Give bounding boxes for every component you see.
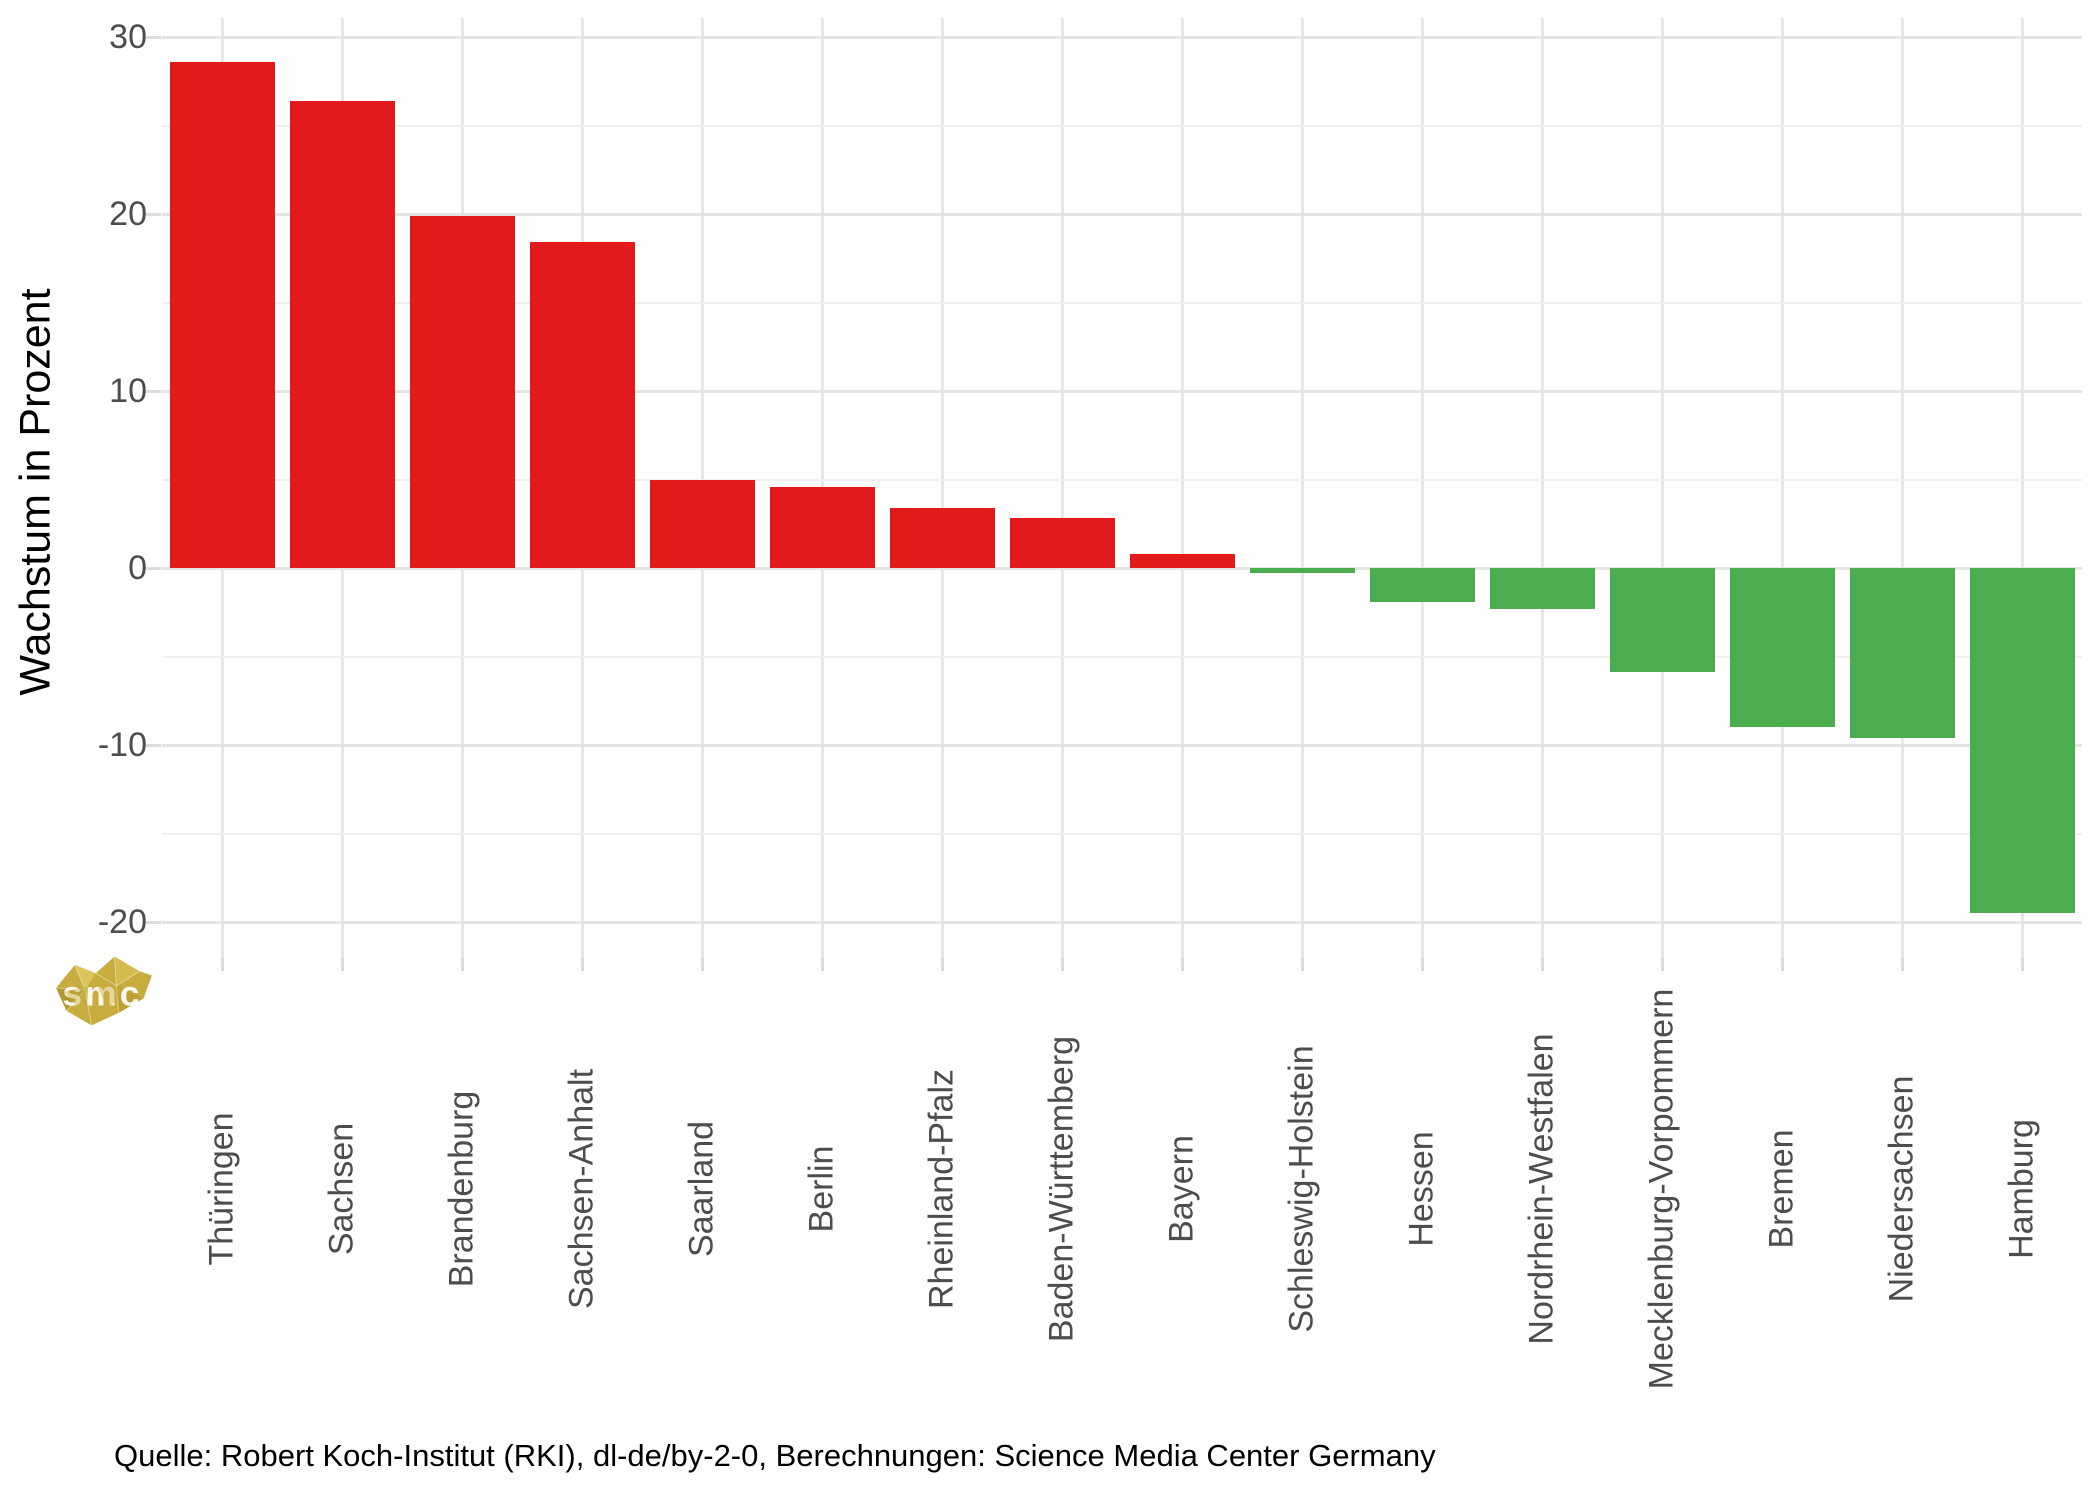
y-axis-tick-mark — [146, 566, 161, 570]
x-axis-tick-mark — [340, 958, 344, 971]
x-axis-tick-label: Thüringen — [202, 1112, 241, 1266]
category-gridline — [1540, 18, 1544, 958]
bar-nordrhein-westfalen — [1489, 568, 1595, 609]
category-gridline — [940, 18, 944, 958]
x-axis-tick-mark — [940, 958, 944, 971]
category-gridline — [1060, 18, 1064, 958]
major-gridline — [162, 389, 2082, 393]
x-axis-tick-label: Sachsen — [322, 1122, 361, 1256]
y-axis-tick-label: 20 — [109, 195, 147, 233]
x-axis-tick-mark — [2020, 958, 2024, 971]
x-axis-tick-mark — [580, 958, 584, 971]
y-axis-title: Wachstum in Prozent — [11, 288, 60, 696]
category-gridline — [1300, 18, 1304, 958]
x-axis-tick-label: Hessen — [1402, 1131, 1441, 1247]
source-caption: Quelle: Robert Koch-Institut (RKI), dl-d… — [114, 1438, 1436, 1473]
x-axis-tick-mark — [1900, 958, 1904, 971]
y-axis-tick-label: 0 — [128, 549, 147, 587]
x-axis-tick-label: Rheinland-Pfalz — [922, 1068, 961, 1310]
y-axis-tick-mark — [146, 212, 161, 216]
category-gridline — [1900, 18, 1904, 958]
x-axis-tick-mark — [1300, 958, 1304, 971]
x-axis-tick-mark — [1660, 958, 1664, 971]
x-axis-tick-label: Mecklenburg-Vorpommern — [1642, 988, 1681, 1390]
minor-gridline — [162, 832, 2082, 835]
category-gridline — [1660, 18, 1664, 958]
smc-watermark-text: smc — [62, 974, 139, 1014]
x-axis-tick-label: Niedersachsen — [1882, 1075, 1921, 1303]
y-axis-tick-mark — [146, 743, 161, 747]
bar-saarland — [649, 479, 755, 568]
category-gridline — [1420, 18, 1424, 958]
y-axis-tick-mark — [146, 389, 161, 393]
y-axis-tick-label: -10 — [97, 726, 147, 764]
bar-rheinland-pfalz — [889, 507, 995, 568]
x-axis-tick-label: Baden-Württemberg — [1042, 1035, 1081, 1343]
smc-logo-icon: smc — [56, 956, 152, 1026]
x-axis-tick-mark — [700, 958, 704, 971]
minor-gridline — [162, 478, 2082, 481]
x-axis-tick-mark — [1420, 958, 1424, 971]
major-gridline — [162, 743, 2082, 747]
x-axis-tick-mark — [1060, 958, 1064, 971]
bar-niedersachsen — [1849, 568, 1955, 738]
x-axis-tick-label: Berlin — [802, 1145, 841, 1233]
bar-th-ringen — [169, 61, 275, 568]
bar-bremen — [1729, 568, 1835, 728]
minor-gridline — [162, 655, 2082, 658]
bar-berlin — [769, 486, 875, 568]
bar-baden-w-rttemberg — [1009, 518, 1115, 568]
y-axis-tick-label: 10 — [109, 372, 147, 410]
x-axis-tick-mark — [1180, 958, 1184, 971]
x-axis-tick-label: Saarland — [682, 1120, 721, 1258]
minor-gridline — [162, 301, 2082, 304]
category-gridline — [1780, 18, 1784, 958]
bar-hamburg — [1969, 568, 2075, 914]
major-gridline — [162, 212, 2082, 216]
plot-panel — [162, 18, 2082, 958]
category-gridline — [1180, 18, 1184, 958]
bar-brandenburg — [409, 215, 515, 568]
bar-hessen — [1369, 568, 1475, 602]
major-gridline — [162, 35, 2082, 39]
x-axis-tick-label: Sachsen-Anhalt — [562, 1068, 601, 1310]
x-axis-tick-label: Bremen — [1762, 1129, 1801, 1249]
y-axis-tick-label: 30 — [109, 18, 147, 56]
minor-gridline — [162, 124, 2082, 127]
x-axis-tick-label: Brandenburg — [442, 1090, 481, 1288]
x-axis-tick-mark — [220, 958, 224, 971]
x-axis-tick-mark — [460, 958, 464, 971]
x-axis-tick-label: Bayern — [1162, 1135, 1201, 1243]
x-axis-tick-mark — [820, 958, 824, 971]
x-axis-tick-mark — [1780, 958, 1784, 971]
bar-schleswig-holstein — [1249, 568, 1355, 574]
bar-sachsen — [289, 100, 395, 568]
category-gridline — [2020, 18, 2024, 958]
major-gridline — [162, 920, 2082, 924]
bar-sachsen-anhalt — [529, 242, 635, 568]
major-gridline — [162, 566, 2082, 570]
bar-bayern — [1129, 553, 1235, 568]
x-axis-tick-mark — [1540, 958, 1544, 971]
y-axis-tick-mark — [146, 920, 161, 924]
x-axis-tick-label: Nordrhein-Westfalen — [1522, 1033, 1561, 1345]
bar-mecklenburg-vorpommern — [1609, 568, 1715, 673]
y-axis-tick-mark — [146, 35, 161, 39]
y-axis-tick-label: -20 — [97, 903, 147, 941]
x-axis-tick-label: Hamburg — [2002, 1119, 2041, 1259]
x-axis-tick-label: Schleswig-Holstein — [1282, 1045, 1321, 1333]
